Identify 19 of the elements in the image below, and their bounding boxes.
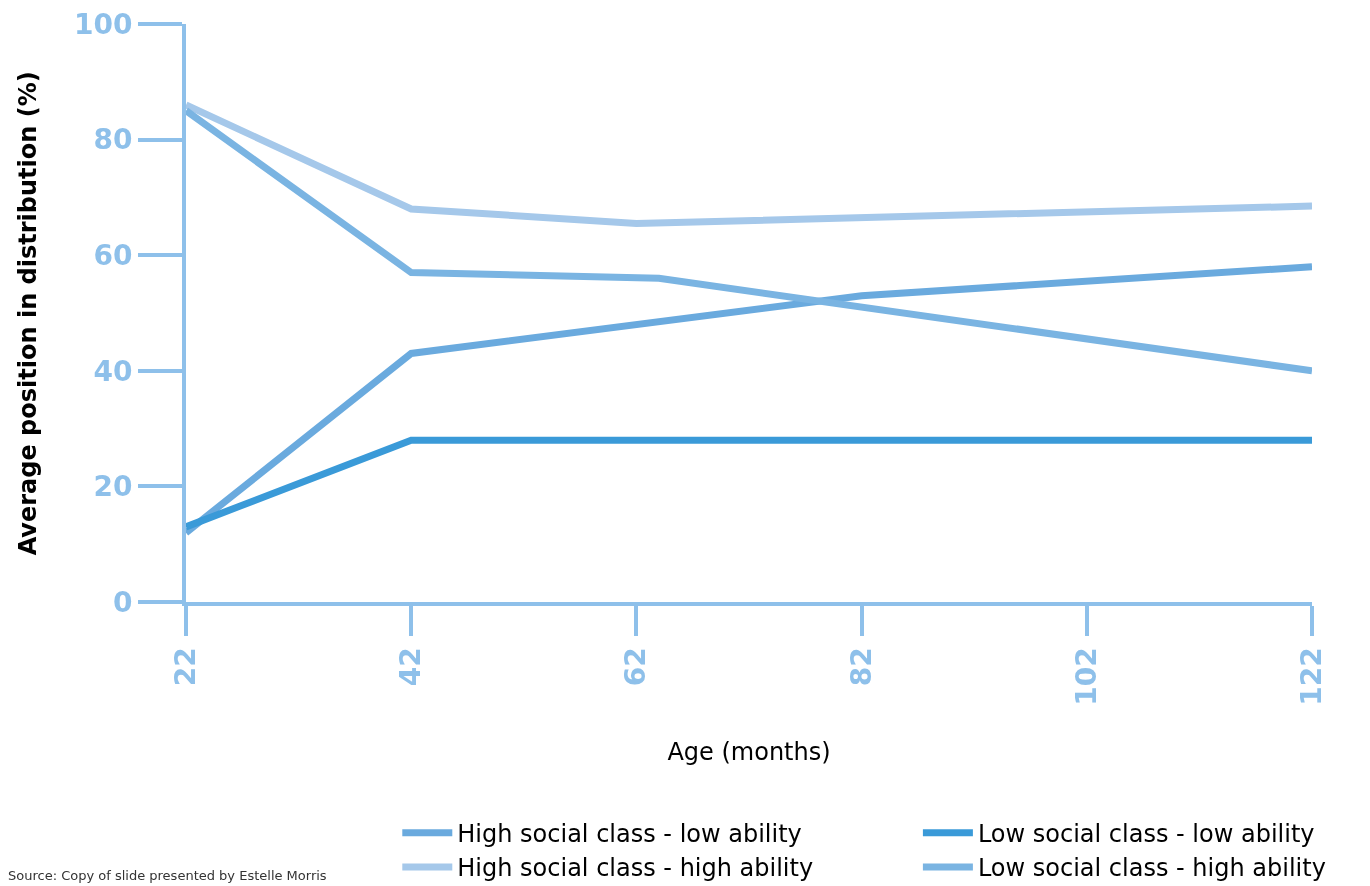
x-tick-label: 22 bbox=[169, 647, 203, 687]
x-tick-label: 82 bbox=[844, 647, 878, 687]
x-axis-title: Age (months) bbox=[667, 738, 831, 767]
y-tick-label: 0 bbox=[112, 585, 133, 619]
x-tick-label: 122 bbox=[1295, 647, 1329, 706]
x-tick-label: 102 bbox=[1069, 647, 1103, 706]
legend-label: High social class - low ability bbox=[457, 820, 802, 849]
legend-label: Low social class - low ability bbox=[977, 820, 1315, 849]
y-tick-label: 100 bbox=[73, 7, 133, 41]
source-note: Source: Copy of slide presented by Estelle Morris bbox=[8, 868, 327, 883]
y-tick-label: 60 bbox=[93, 239, 133, 272]
y-axis-title: Average position in distribution (%) bbox=[14, 71, 43, 556]
legend-label: Low social class - high ability bbox=[977, 854, 1326, 883]
y-tick-label: 20 bbox=[93, 470, 133, 504]
x-tick-label: 62 bbox=[619, 647, 653, 687]
y-tick-label: 40 bbox=[93, 354, 133, 388]
y-tick-label: 80 bbox=[93, 123, 133, 157]
legend-label: High social class - high ability bbox=[457, 854, 814, 883]
x-tick-label: 42 bbox=[394, 647, 428, 687]
